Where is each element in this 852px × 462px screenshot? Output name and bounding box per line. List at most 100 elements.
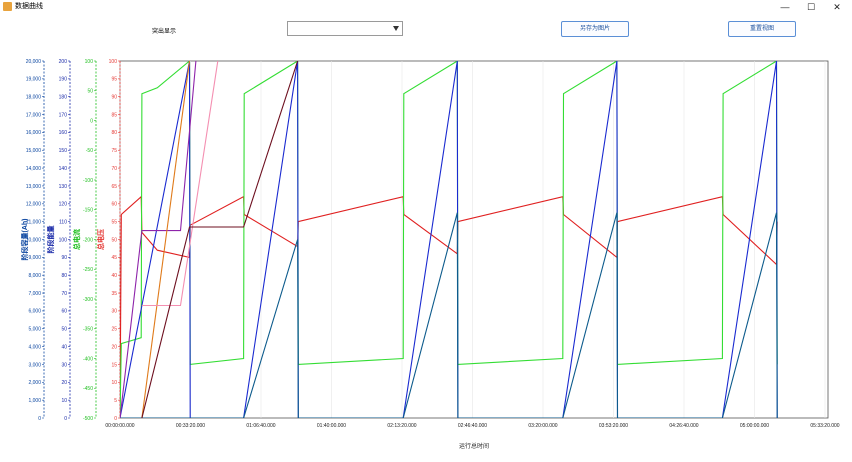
y-tick-label: -250 xyxy=(83,267,93,273)
y-axis-label: 总电压 xyxy=(96,229,105,250)
window-title: 数据曲线 xyxy=(15,3,43,10)
y-tick-label: 100 xyxy=(109,59,118,65)
y-tick-label: -200 xyxy=(83,237,93,243)
y-tick-label: 130 xyxy=(59,184,68,190)
title-bar: 数据曲线 — ☐ ✕ xyxy=(0,0,852,14)
y-tick-label: 4,000 xyxy=(28,344,41,350)
y-tick-label: 100 xyxy=(59,237,68,243)
y-tick-label: -150 xyxy=(83,208,93,214)
y-tick-label: 170 xyxy=(59,112,68,118)
y-tick-label: 7,000 xyxy=(28,291,41,297)
y-tick-label: 19,000 xyxy=(26,77,42,83)
y-tick-label: 30 xyxy=(61,362,67,368)
y-tick-label: 9,000 xyxy=(28,255,41,261)
series-line-4 xyxy=(120,61,197,418)
y-tick-label: 0 xyxy=(114,416,117,422)
y-tick-label: 11,000 xyxy=(26,219,41,225)
x-tick-label: 02:46:40.000 xyxy=(458,423,487,429)
y-tick-label: 0 xyxy=(38,416,41,422)
y-tick-label: 5,000 xyxy=(28,327,41,333)
y-tick-label: 6,000 xyxy=(28,309,41,315)
x-axis-label: 运行总时间 xyxy=(459,442,489,450)
y-tick-label: 20 xyxy=(111,344,117,350)
y-tick-label: 14,000 xyxy=(26,166,42,172)
y-tick-label: 15,000 xyxy=(26,148,42,154)
y-axis-label: 阶段容量(Ah) xyxy=(20,219,29,261)
y-tick-label: 70 xyxy=(61,291,67,297)
y-tick-label: 13,000 xyxy=(26,184,42,190)
x-tick-label: 02:13:20.000 xyxy=(387,423,416,429)
y-tick-label: 60 xyxy=(61,309,67,315)
y-tick-label: 70 xyxy=(111,166,117,172)
series-line-1 xyxy=(120,61,778,418)
y-axis-label: 阶段能量 xyxy=(46,226,55,254)
y-tick-label: -400 xyxy=(83,356,93,362)
y-tick-label: 190 xyxy=(59,77,68,83)
y-tick-label: 17,000 xyxy=(26,112,42,118)
series-line-3 xyxy=(120,212,778,418)
y-tick-label: 25 xyxy=(111,327,117,333)
y-tick-label: 80 xyxy=(61,273,67,279)
y-tick-label: 90 xyxy=(61,255,67,261)
series-line-7 xyxy=(141,61,299,418)
y-tick-label: 40 xyxy=(111,273,117,279)
x-tick-label: 00:33:20.000 xyxy=(176,423,205,429)
highlight-select[interactable] xyxy=(287,21,403,36)
y-tick-label: 10 xyxy=(111,380,117,386)
y-tick-label: 75 xyxy=(111,148,117,154)
minimize-button[interactable]: — xyxy=(780,2,790,12)
y-tick-label: 50 xyxy=(111,237,117,243)
y-tick-label: 100 xyxy=(85,59,94,65)
y-tick-label: -300 xyxy=(83,297,93,303)
y-tick-label: 50 xyxy=(87,89,93,95)
x-tick-label: 04:26:40.000 xyxy=(669,423,698,429)
x-tick-label: 03:20:00.000 xyxy=(528,423,557,429)
highlight-label: 突出显示 xyxy=(152,29,177,35)
y-tick-label: 18,000 xyxy=(26,95,42,101)
maximize-button[interactable]: ☐ xyxy=(806,2,816,12)
y-tick-label: 10,000 xyxy=(26,237,42,243)
y-tick-label: 95 xyxy=(111,77,117,83)
y-tick-label: 140 xyxy=(59,166,68,172)
y-tick-label: 10 xyxy=(61,398,67,404)
x-tick-label: 05:33:20.000 xyxy=(810,423,839,429)
y-tick-label: 0 xyxy=(64,416,67,422)
y-tick-label: 50 xyxy=(61,327,67,333)
y-tick-label: -500 xyxy=(83,416,93,422)
y-tick-label: 1,000 xyxy=(28,398,41,404)
y-tick-label: 20,000 xyxy=(26,59,42,65)
x-tick-label: 01:06:40.000 xyxy=(246,423,275,429)
y-tick-label: 45 xyxy=(111,255,117,261)
y-tick-label: 35 xyxy=(111,291,117,297)
y-tick-label: 110 xyxy=(59,219,67,225)
y-tick-label: -450 xyxy=(83,386,93,392)
x-tick-label: 00:00:00.000 xyxy=(105,423,134,429)
y-tick-label: 12,000 xyxy=(26,202,42,208)
y-tick-label: 15 xyxy=(111,362,117,368)
y-tick-label: 150 xyxy=(59,148,68,154)
reset-view-button[interactable]: 重置视图 xyxy=(728,21,796,37)
save-image-button[interactable]: 另存为图片 xyxy=(561,21,629,37)
x-tick-label: 05:00:00.000 xyxy=(740,423,769,429)
y-tick-label: -350 xyxy=(83,327,93,333)
series-line-5 xyxy=(141,61,191,418)
chevron-down-icon xyxy=(393,26,399,31)
x-tick-label: 03:53:20.000 xyxy=(599,423,628,429)
plot-area xyxy=(119,60,829,419)
y-tick-label: 65 xyxy=(111,184,117,190)
y-tick-label: 30 xyxy=(111,309,117,315)
y-tick-label: 8,000 xyxy=(28,273,41,279)
y-tick-label: 180 xyxy=(59,95,68,101)
y-tick-label: 90 xyxy=(111,95,117,101)
y-tick-label: -50 xyxy=(86,148,93,154)
y-tick-label: 3,000 xyxy=(28,362,41,368)
y-tick-label: 16,000 xyxy=(26,130,42,136)
y-tick-label: -100 xyxy=(83,178,93,184)
y-tick-label: 85 xyxy=(111,112,117,118)
close-button[interactable]: ✕ xyxy=(833,2,841,12)
y-tick-label: 20 xyxy=(61,380,67,386)
app-icon xyxy=(3,2,12,11)
y-tick-label: 60 xyxy=(111,202,117,208)
y-tick-label: 2,000 xyxy=(28,380,41,386)
